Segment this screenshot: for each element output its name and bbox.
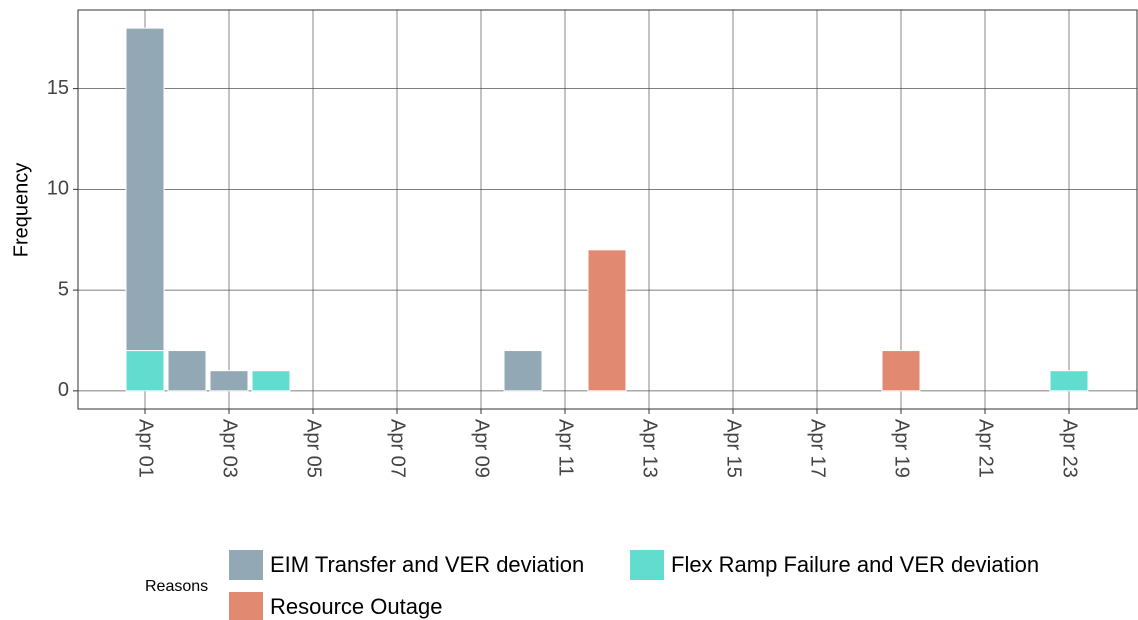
y-axis-label: Frequency [10,163,32,258]
x-tick-label: Apr 15 [723,419,745,478]
bar [209,370,249,392]
x-tick-label: Apr 23 [1059,419,1081,478]
bar [881,350,921,392]
bar [503,350,543,392]
bar [1049,370,1089,392]
x-tick-label: Apr 03 [219,419,241,478]
bar [125,350,165,392]
legend-label: Resource Outage [270,594,442,619]
x-tick-label: Apr 01 [135,419,157,478]
x-tick-label: Apr 21 [975,419,997,478]
x-tick-label: Apr 19 [891,419,913,478]
x-tick-label: Apr 11 [555,419,577,476]
legend-title: Reasons [145,578,208,595]
legend-label: Flex Ramp Failure and VER deviation [671,552,1039,577]
y-tick-label: 5 [58,278,69,300]
bar [587,249,627,392]
x-tick-label: Apr 09 [471,419,493,478]
bar [251,370,291,392]
x-tick-label: Apr 17 [807,419,829,478]
bar [167,350,207,392]
legend-label: EIM Transfer and VER deviation [270,552,584,577]
bar [125,27,165,352]
legend-swatch [229,592,263,620]
y-tick-label: 10 [47,178,69,200]
x-tick-label: Apr 07 [387,419,409,478]
x-tick-label: Apr 13 [639,419,661,478]
x-tick-label: Apr 05 [303,419,325,478]
legend-swatch [229,550,263,580]
legend-swatch [630,550,664,580]
plot-border [77,9,1138,410]
y-tick-label: 0 [58,379,69,401]
y-tick-label: 15 [47,77,69,99]
